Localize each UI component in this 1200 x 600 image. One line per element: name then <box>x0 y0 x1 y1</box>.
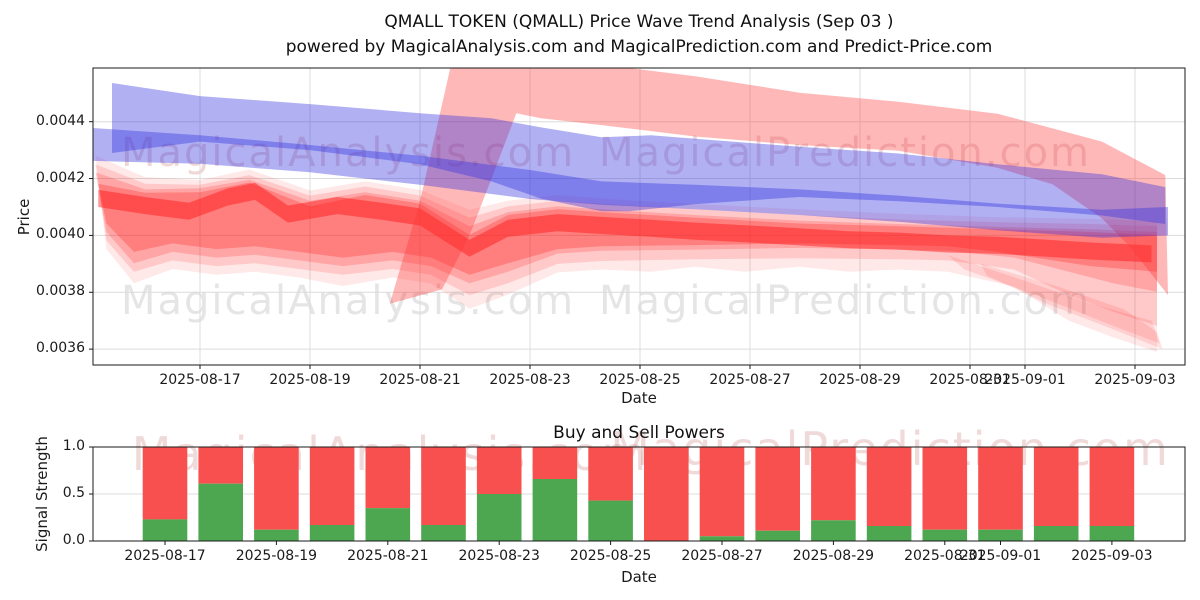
power-bar-sell <box>476 447 522 494</box>
power-xtick-label: 2025-08-25 <box>569 548 652 564</box>
power-bar-sell <box>866 447 912 526</box>
wave-band-red-envelope-outer <box>95 155 1157 352</box>
price-xtick-label: 2025-08-19 <box>269 372 351 388</box>
power-bar-sell <box>588 447 633 501</box>
power-ytick-label: 0.0 <box>62 532 85 548</box>
power-xtick-label: 2025-09-01 <box>959 548 1042 564</box>
figure-title-line2: powered by MagicalAnalysis.com and Magic… <box>285 36 993 57</box>
power-xtick-label: 2025-08-27 <box>681 548 763 564</box>
power-bar-sell <box>755 447 800 531</box>
price-ytick-label: 0.0036 <box>36 340 85 357</box>
power-bar-buy <box>142 519 188 541</box>
power-bar-sell <box>254 447 299 530</box>
wave-band-blue-band-main <box>112 83 1166 224</box>
figure-title: QMALL TOKEN (QMALL) Price Wave Trend Ana… <box>93 10 1185 59</box>
price-axis-xlabel: Date <box>621 389 657 407</box>
price-xtick-label: 2025-08-21 <box>379 372 461 388</box>
price-xtick-label: 2025-09-01 <box>984 372 1066 388</box>
watermark-text: MagicalPrediction.com <box>599 130 1091 176</box>
power-bar-sell <box>421 447 466 525</box>
power-bar-buy <box>365 508 411 541</box>
power-xtick-label: 2025-08-17 <box>124 548 206 564</box>
wave-band-red-envelope-inner <box>98 182 1157 275</box>
power-bar-buy <box>532 479 578 541</box>
power-bar-sell <box>644 447 689 541</box>
power-bar-sell <box>922 447 968 530</box>
wave-band-red-fan-stream-2 <box>981 263 1163 350</box>
power-bar-sell <box>142 447 188 520</box>
power-bar-sell <box>198 447 243 484</box>
power-xtick-label: 2025-08-31 <box>904 548 986 564</box>
watermark-text: MagicalAnalysis.com <box>121 278 575 324</box>
power-xtick-label: 2025-08-23 <box>458 548 540 564</box>
wave-band-red-envelope-mid <box>95 172 1157 292</box>
price-ytick-label: 0.0044 <box>36 112 85 129</box>
power-bar-sell <box>309 447 355 525</box>
price-xtick-label: 2025-08-29 <box>819 372 901 388</box>
price-xtick-label: 2025-08-25 <box>599 372 681 388</box>
wave-bands-group <box>93 68 1168 352</box>
power-bar-buy <box>978 529 1023 541</box>
wave-band-pink-rising-wave <box>389 68 1168 304</box>
price-xtick-label: 2025-09-03 <box>1094 372 1176 388</box>
power-bar-sell <box>365 447 411 509</box>
power-bar-buy <box>588 500 633 541</box>
price-chart-frame <box>92 67 1186 366</box>
power-bar-sell <box>811 447 856 521</box>
power-bar-buy <box>198 483 243 541</box>
power-xtick-label: 2025-08-19 <box>235 548 318 564</box>
power-bar-buy <box>1033 526 1079 541</box>
power-axis-xlabel: Date <box>621 568 657 586</box>
power-bar-sell <box>1033 447 1079 526</box>
power-bar-buy <box>476 494 522 541</box>
power-xtick-label: 2025-09-03 <box>1071 548 1153 564</box>
power-xtick-label: 2025-08-21 <box>347 548 429 564</box>
power-bar-sell <box>978 447 1023 530</box>
price-xtick-label: 2025-08-23 <box>489 372 571 388</box>
power-bar-buy <box>699 536 745 541</box>
power-bar-buy <box>254 529 299 541</box>
price-xtick-label: 2025-08-27 <box>709 372 791 388</box>
power-bar-sell <box>532 447 578 479</box>
power-xtick-label: 2025-08-29 <box>792 548 875 564</box>
power-bar-buy <box>866 526 912 541</box>
price-ytick-label: 0.0040 <box>36 226 85 243</box>
power-ytick-label: 0.5 <box>62 485 85 501</box>
power-bar-buy <box>421 525 466 541</box>
power-bar-buy <box>755 530 800 541</box>
power-bar-sell <box>699 447 745 537</box>
power-bar-sell <box>1089 447 1135 526</box>
figure-title-line1: QMALL TOKEN (QMALL) Price Wave Trend Ana… <box>384 12 894 32</box>
price-xtick-label: 2025-08-17 <box>159 372 241 388</box>
power-bar-buy <box>309 525 355 541</box>
price-ytick-label: 0.0042 <box>36 169 85 186</box>
price-ytick-label: 0.0038 <box>36 283 85 300</box>
power-bar-buy <box>922 529 968 541</box>
power-bar-buy <box>1089 526 1135 541</box>
wave-band-red-envelope-wide <box>95 164 1157 326</box>
power-bar-buy <box>811 520 856 541</box>
wave-band-red-fan-stream-1 <box>948 255 1160 344</box>
wave-band-red-core <box>98 182 1152 263</box>
watermark-text: MagicalPrediction.com <box>599 278 1091 324</box>
price-xtick-label: 2025-08-31 <box>929 372 1011 388</box>
power-chart-title: Buy and Sell Powers <box>553 423 725 443</box>
wave-band-blue-band-secondary <box>93 128 1168 238</box>
watermark-text: MagicalAnalysis.com <box>121 130 575 176</box>
power-ytick-label: 1.0 <box>62 438 85 454</box>
